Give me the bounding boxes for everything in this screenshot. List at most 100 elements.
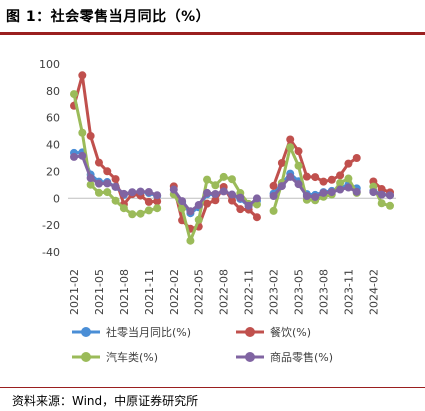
legend-label: 餐饮(%) <box>270 325 311 339</box>
data-point <box>211 181 220 190</box>
data-point <box>252 194 261 203</box>
x-axis: 2021-02 2021-05 2021-08 2021-11 2022-02 2022-… <box>68 269 380 315</box>
data-point <box>153 191 162 200</box>
x-tick-label: 2022-11 <box>243 269 256 315</box>
legend-item: 商品零售(%) <box>236 350 333 364</box>
data-point <box>211 196 220 205</box>
legend: 社零当月同比(%) 餐饮(%) 汽车类(%) 商品零售(%) <box>72 325 333 364</box>
data-point <box>78 151 87 160</box>
data-point <box>103 167 112 176</box>
x-tick-label: 2021-11 <box>143 269 156 315</box>
series-line <box>72 92 392 243</box>
data-point <box>119 204 128 213</box>
data-point <box>236 205 245 214</box>
data-point <box>269 181 278 190</box>
data-point <box>352 187 361 196</box>
data-point <box>94 158 103 167</box>
line-chart: -40 -20 0 20 40 60 80 100 2021-02 2021-05 2021-08… <box>39 58 396 364</box>
data-point <box>86 174 95 183</box>
data-point <box>128 210 137 219</box>
legend-label: 商品零售(%) <box>270 350 333 364</box>
data-point <box>336 171 345 180</box>
x-tick-label: 2021-08 <box>118 269 131 315</box>
y-tick-label: 100 <box>39 58 60 71</box>
data-point <box>327 175 336 184</box>
data-point <box>103 188 112 197</box>
figure-title: 图 1：社会零售当月同比（%） <box>6 9 211 25</box>
data-point <box>70 152 78 161</box>
data-point <box>111 196 120 205</box>
data-point <box>136 209 145 218</box>
data-point <box>294 180 303 189</box>
series-2 <box>70 71 394 233</box>
data-point <box>186 236 195 245</box>
data-point <box>252 213 261 222</box>
data-point <box>111 175 120 184</box>
series-layer <box>70 71 394 245</box>
x-tick-label: 2022-05 <box>193 269 206 315</box>
data-point <box>144 206 153 215</box>
data-point <box>311 173 320 182</box>
data-point <box>294 147 303 156</box>
data-point <box>169 185 178 194</box>
data-point <box>369 188 378 197</box>
series-4 <box>70 151 394 216</box>
data-point <box>377 185 386 194</box>
data-point <box>277 182 286 191</box>
data-point <box>78 128 87 137</box>
data-point <box>344 159 353 168</box>
data-point <box>277 158 286 167</box>
data-point <box>344 183 353 192</box>
data-point <box>203 175 212 184</box>
data-point <box>228 190 236 199</box>
data-point <box>219 172 228 181</box>
y-tick-label: -20 <box>42 219 60 232</box>
x-tick-label: 2023-11 <box>342 269 355 315</box>
data-point <box>344 174 353 183</box>
data-point <box>302 172 311 181</box>
data-point <box>78 71 87 80</box>
legend-item: 餐饮(%) <box>236 325 311 339</box>
data-point <box>286 172 295 181</box>
y-tick-label: 40 <box>46 139 60 152</box>
data-point <box>219 187 228 196</box>
data-point <box>228 196 236 205</box>
data-point <box>94 188 103 197</box>
x-tick-label: 2024-02 <box>367 269 380 315</box>
x-tick-label: 2023-08 <box>317 269 330 315</box>
x-tick-label: 2021-05 <box>93 269 106 315</box>
data-point <box>119 189 128 198</box>
data-point <box>319 188 328 197</box>
data-point <box>128 188 137 197</box>
data-point <box>236 193 245 202</box>
data-point <box>211 189 220 198</box>
data-point <box>111 182 120 191</box>
data-point <box>269 192 278 201</box>
data-point <box>244 201 253 210</box>
data-point <box>70 90 78 99</box>
legend-swatch-marker <box>81 327 91 337</box>
x-tick-label: 2021-02 <box>68 269 81 315</box>
data-point <box>369 182 378 191</box>
data-point <box>294 161 303 170</box>
data-point <box>153 197 162 206</box>
data-point <box>377 190 386 199</box>
data-point <box>144 197 153 206</box>
data-point <box>94 179 103 188</box>
x-tick-label: 2022-08 <box>218 269 231 315</box>
data-point <box>286 135 295 144</box>
data-point <box>86 180 95 189</box>
source-note: 资料来源：Wind，中原证券研究所 <box>12 394 199 408</box>
legend-swatch-marker <box>81 352 91 362</box>
y-tick-label: 60 <box>46 112 60 125</box>
x-tick-label: 2023-05 <box>293 269 306 315</box>
data-point <box>186 207 195 216</box>
title-rule <box>0 32 425 35</box>
legend-swatch-marker <box>245 352 255 362</box>
data-point <box>336 178 345 187</box>
data-point <box>103 179 112 188</box>
source-rule <box>0 387 425 388</box>
y-tick-label: 20 <box>46 165 60 178</box>
data-point <box>311 192 320 201</box>
data-point <box>144 187 153 196</box>
